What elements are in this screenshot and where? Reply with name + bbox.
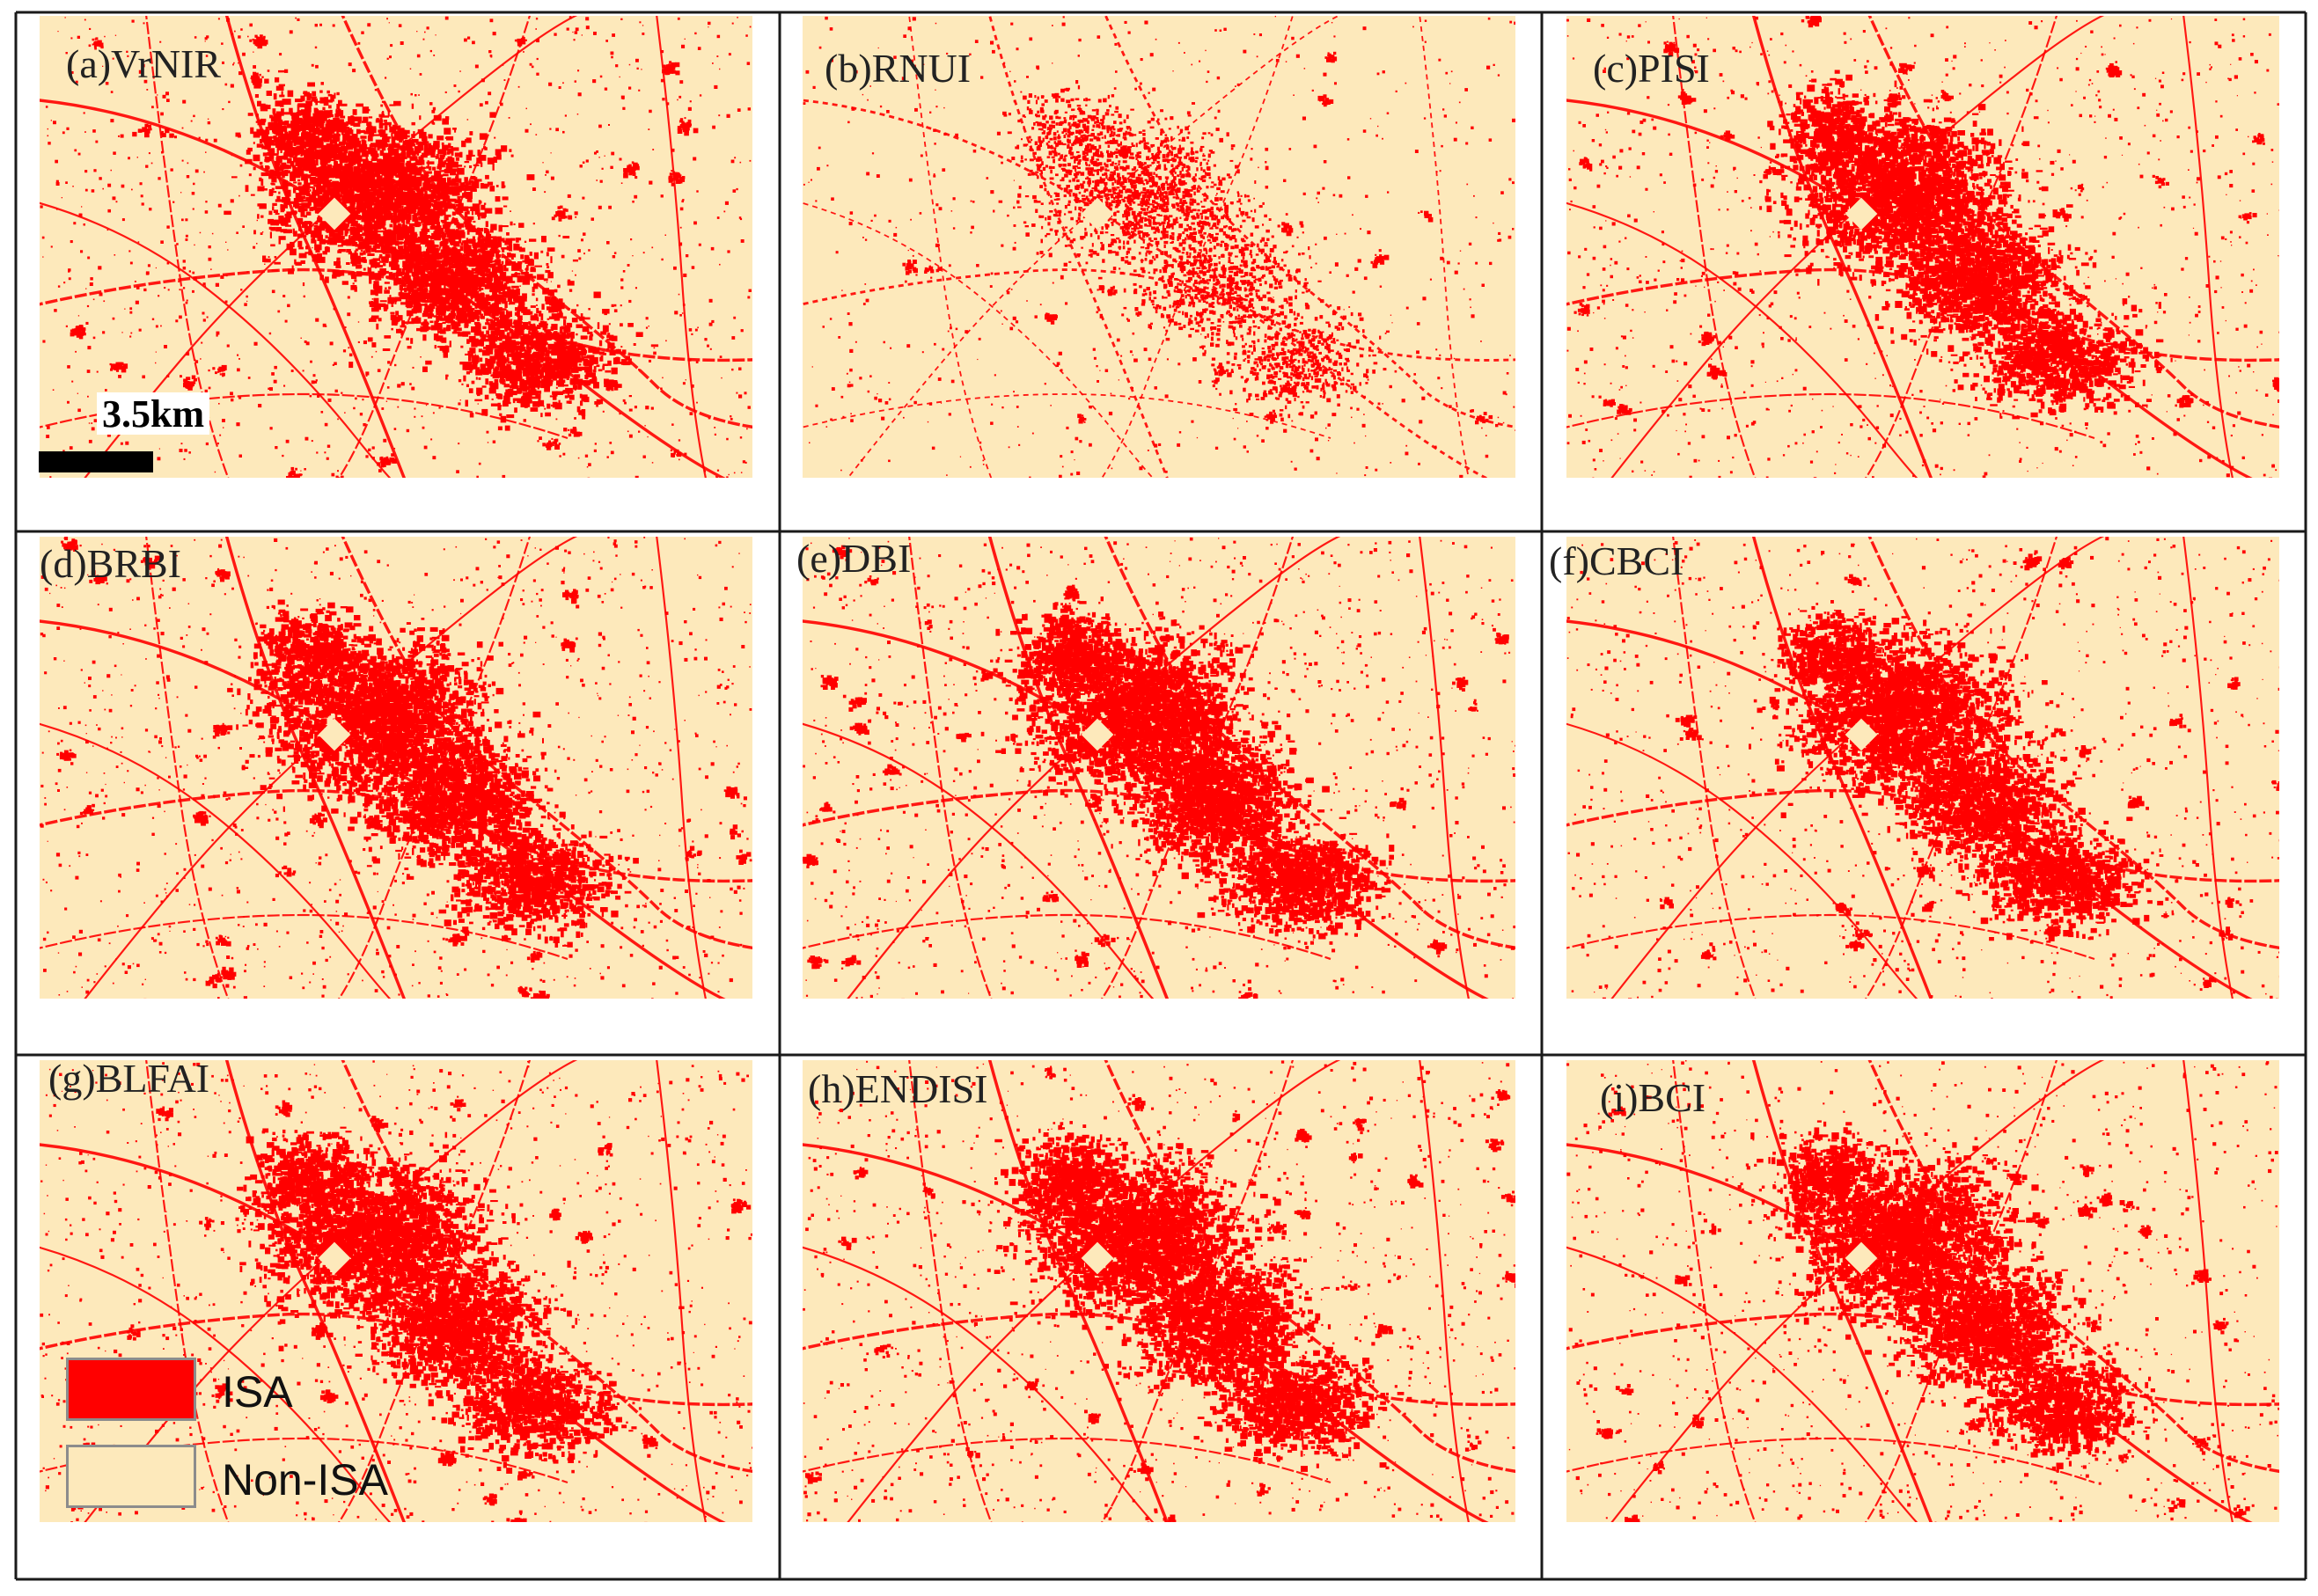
road-line — [145, 537, 230, 999]
isa-pixels — [1566, 537, 2279, 999]
road-line — [224, 1060, 407, 1522]
road-line — [803, 201, 1155, 478]
road-line — [1672, 537, 1757, 999]
scale-bar — [39, 451, 153, 472]
legend-label-non-isa: Non-ISA — [222, 1458, 388, 1502]
map-panel-i — [1566, 1060, 2279, 1522]
road-line — [1566, 1437, 2095, 1484]
road-line — [40, 913, 568, 961]
road-line — [1566, 788, 2279, 883]
isa-pixels — [803, 16, 1515, 478]
road-line — [803, 393, 1331, 439]
road-line — [803, 1437, 1331, 1484]
panel-label-a: (a)VrNIR — [66, 44, 221, 84]
road-line — [1566, 1143, 2254, 1522]
panel-label-i: (i)BCI — [1600, 1078, 1705, 1118]
road-line — [145, 1060, 230, 1522]
road-line — [803, 722, 1155, 999]
road-line — [2182, 537, 2234, 999]
road-line — [803, 1312, 1515, 1407]
road-line — [988, 16, 1169, 478]
legend-swatch-isa — [66, 1358, 196, 1421]
isa-pixels — [1566, 1060, 2279, 1522]
road-line — [1566, 722, 1918, 999]
road-line — [908, 16, 993, 478]
panel-label-d: (d)BRBI — [40, 544, 181, 584]
isa-pixels — [40, 1060, 752, 1522]
road-line — [1566, 392, 2095, 440]
map-panel-d — [40, 537, 752, 999]
road-line — [1672, 1060, 1757, 1522]
park-square — [1845, 197, 1878, 231]
road-line — [40, 201, 392, 478]
isa-map-i — [1566, 1060, 2279, 1522]
park-square — [1081, 1241, 1114, 1275]
isa-pixels — [40, 16, 752, 478]
isa-map-e — [803, 537, 1515, 999]
isa-pixels — [803, 1060, 1515, 1522]
road-line — [908, 1060, 993, 1522]
road-line — [341, 16, 752, 429]
road-line — [847, 16, 1340, 478]
panel-label-c: (c)PISI — [1593, 48, 1710, 89]
road-line — [1566, 267, 2279, 362]
road-line — [145, 16, 230, 478]
non-isa-background — [40, 537, 752, 999]
legend-label-isa: ISA — [222, 1370, 293, 1414]
panel-label-g: (g)BLFAI — [48, 1058, 209, 1099]
isa-map-h — [803, 1060, 1515, 1522]
park-square — [1845, 718, 1878, 751]
road-line — [908, 537, 993, 999]
road-line — [1104, 1060, 1515, 1474]
park-square — [318, 1241, 351, 1275]
isa-pixels — [1566, 16, 2279, 478]
legend-swatch-non-isa — [66, 1445, 196, 1508]
panel-label-h: (h)ENDISI — [808, 1069, 987, 1109]
road-line — [40, 1246, 392, 1522]
road-line — [1419, 16, 1470, 478]
map-panel-f — [1566, 537, 2279, 999]
map-panel-b — [803, 16, 1515, 478]
road-line — [656, 1060, 707, 1522]
road-line — [656, 16, 707, 478]
isa-map-d — [40, 537, 752, 999]
road-line — [2182, 1060, 2234, 1522]
road-line — [40, 722, 392, 999]
road-line — [2182, 16, 2234, 478]
non-isa-background — [803, 16, 1515, 478]
isa-pixels — [40, 537, 752, 999]
map-panel-e — [803, 537, 1515, 999]
isa-map-f — [1566, 537, 2279, 999]
panel-label-f: (f)CBCI — [1549, 541, 1683, 582]
panel-label-b: (b)RNUI — [825, 48, 971, 89]
isa-map-b — [803, 16, 1515, 478]
isa-map-c — [1566, 16, 2279, 478]
road-line — [803, 913, 1331, 961]
road-line — [1419, 537, 1470, 999]
road-line — [1419, 1060, 1470, 1522]
road-line — [803, 268, 1515, 362]
road-line — [40, 1437, 568, 1484]
panel-label-e: (e)DBI — [796, 538, 911, 579]
scale-bar-label: 3.5km — [97, 392, 210, 436]
park-square — [1081, 718, 1114, 751]
road-line — [1867, 16, 2279, 428]
isa-pixels — [803, 537, 1515, 999]
park-square — [318, 197, 351, 231]
park-square — [1845, 1241, 1878, 1275]
park-square — [318, 718, 351, 751]
road-line — [1566, 201, 1918, 478]
road-line — [656, 537, 707, 999]
park-square — [1081, 197, 1114, 231]
map-panel-h — [803, 1060, 1515, 1522]
map-panel-c — [1566, 16, 2279, 478]
